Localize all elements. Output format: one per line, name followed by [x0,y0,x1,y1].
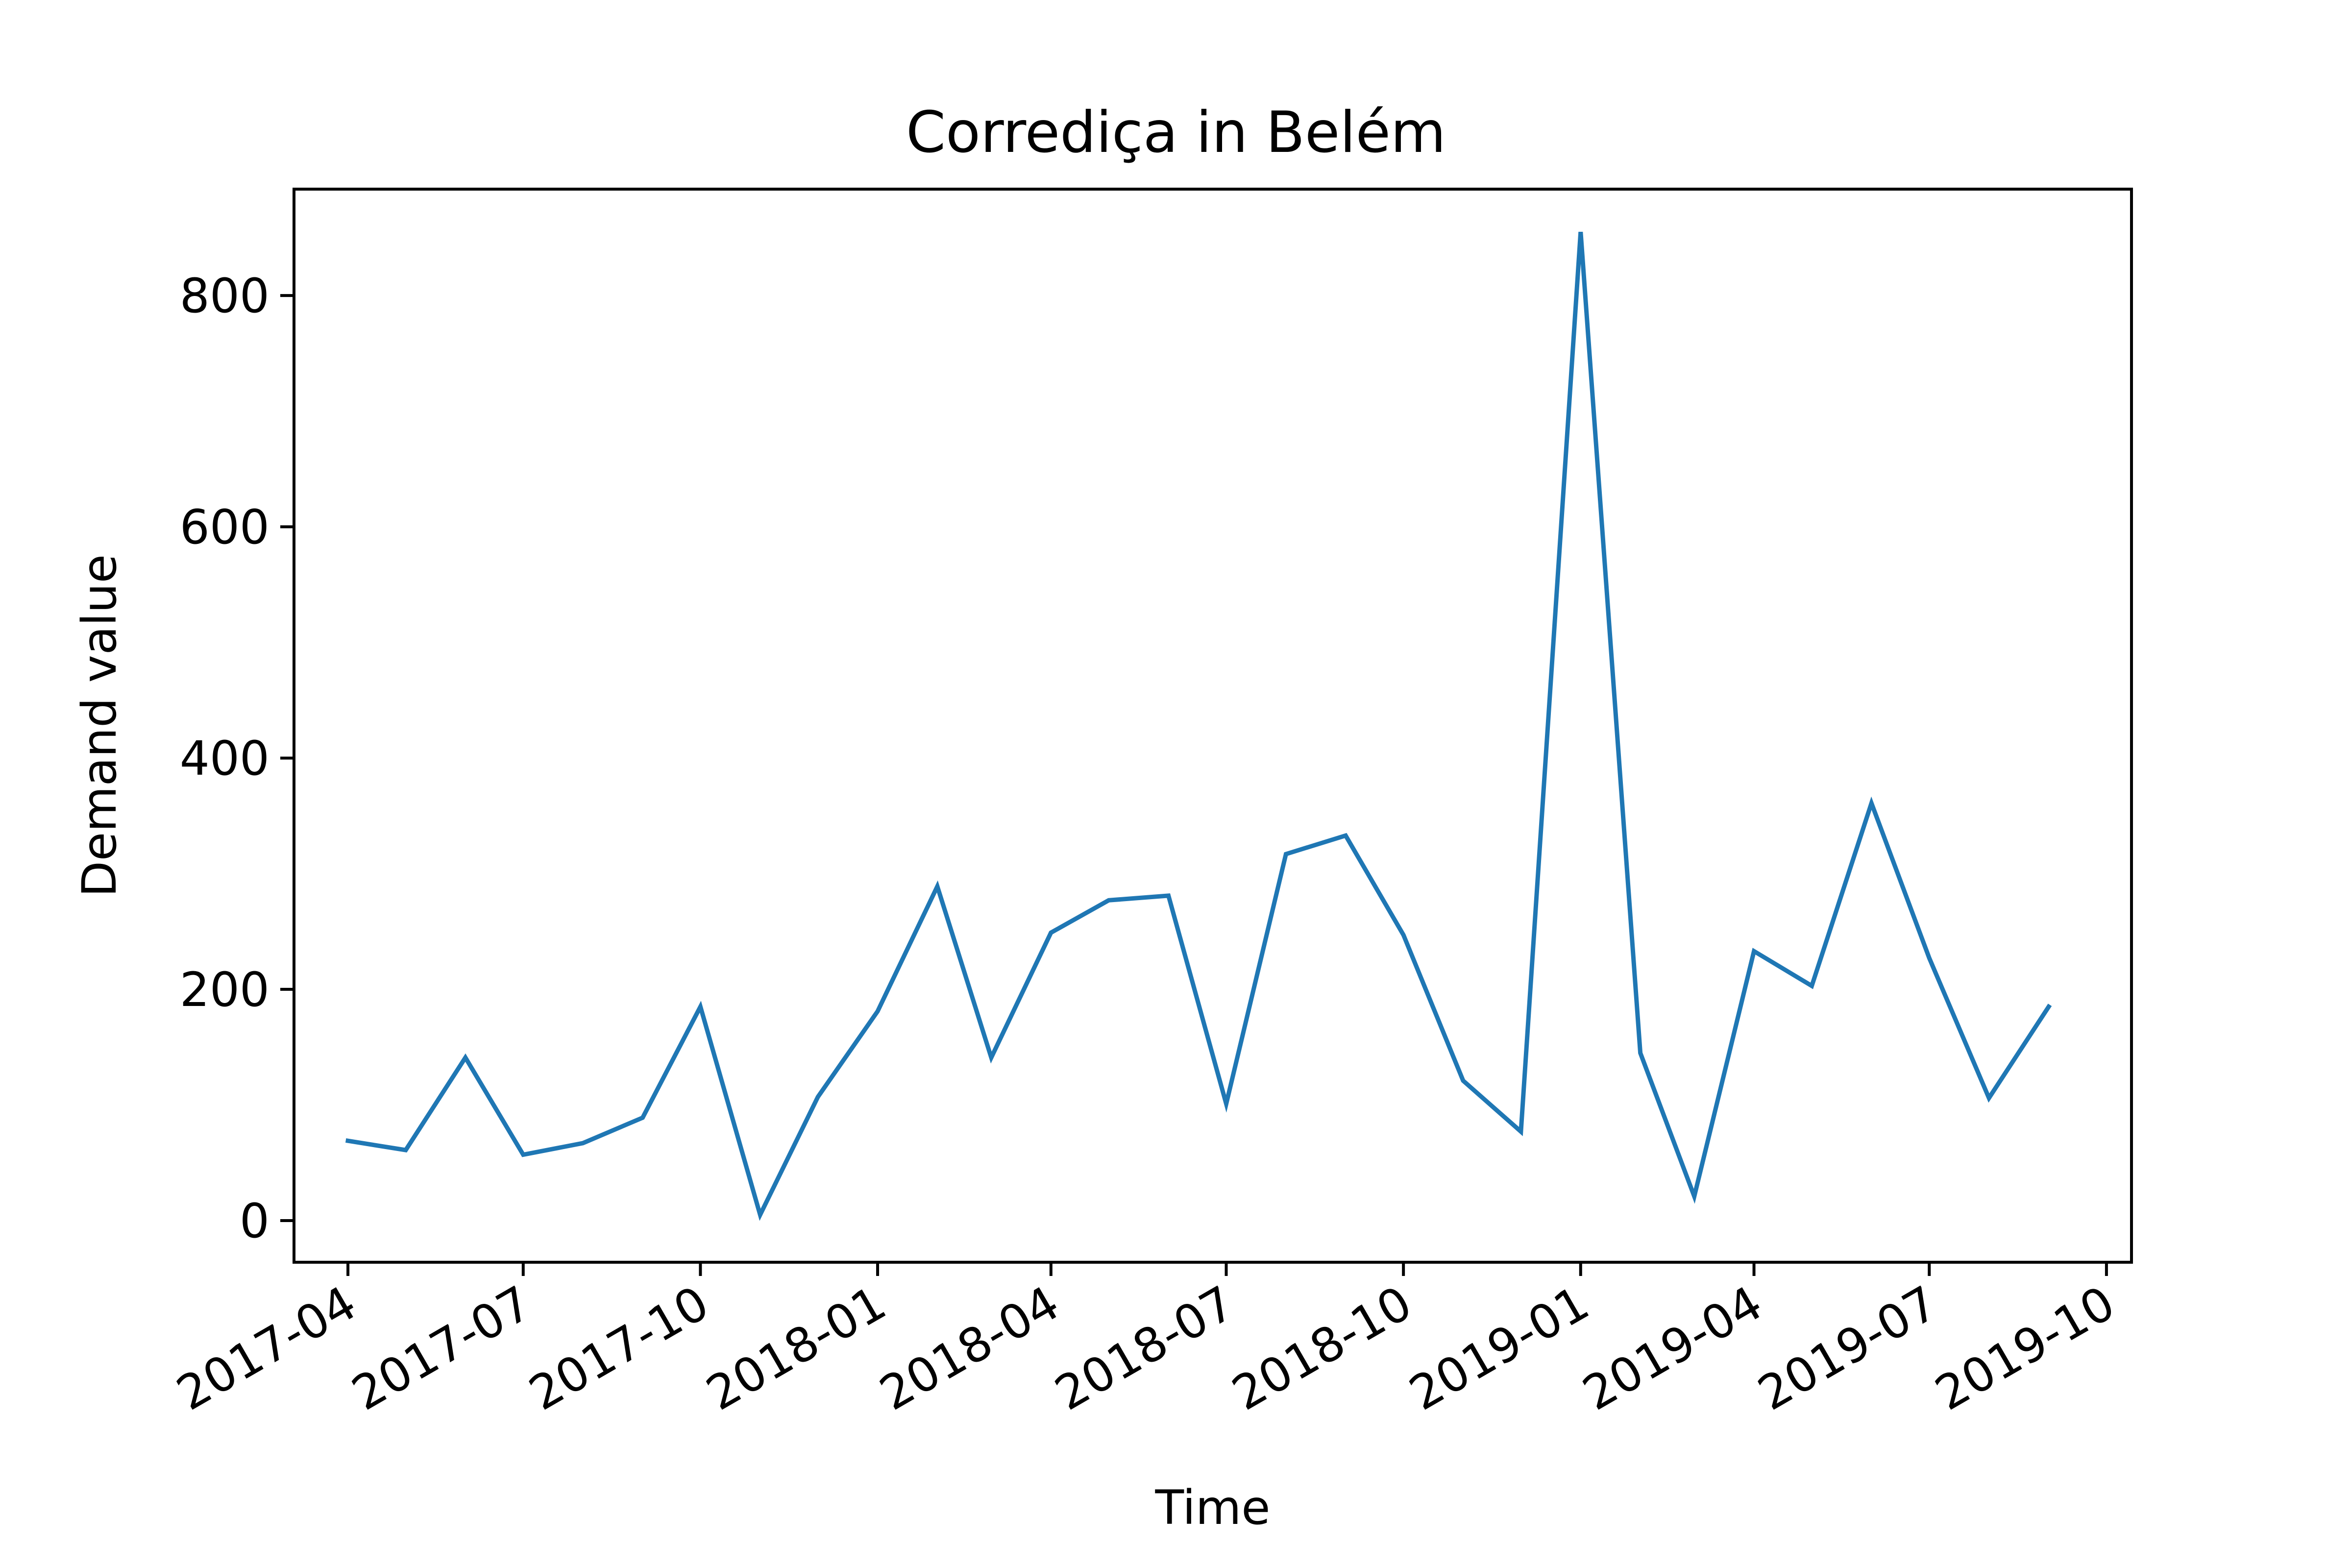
y-tick-label: 600 [180,500,270,555]
x-axis-label: Time [1155,1480,1271,1535]
y-axis-label: Demand value [72,554,127,897]
y-tick-label: 200 [180,962,270,1017]
y-tick-label: 800 [180,269,270,323]
y-tick-label: 400 [180,731,270,786]
y-tick-label: 0 [240,1194,270,1249]
chart-title: Corrediça in Belém [906,99,1446,166]
series-line [345,231,2052,1221]
y-axis: 0 200 400 600 800 [180,269,294,1249]
plot-area [345,231,2052,1221]
plot-frame [293,188,2133,1264]
